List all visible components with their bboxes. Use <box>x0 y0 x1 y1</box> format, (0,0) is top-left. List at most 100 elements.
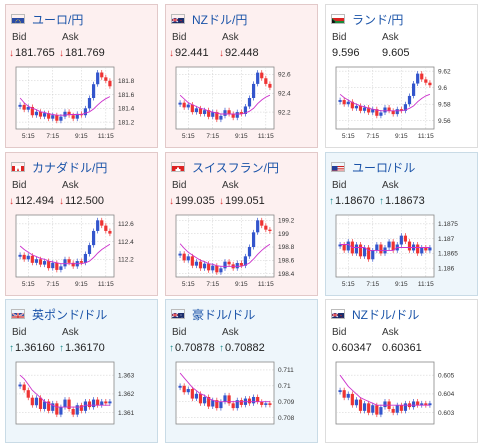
candle-body <box>346 393 350 398</box>
candle-body <box>247 98 252 107</box>
rate-card-audusd[interactable]: 豪ドル/ドル Bid Ask ↑0.70878 ↑0.70882 0.711 0.71 0.7… <box>165 299 318 443</box>
candle-body <box>186 256 190 261</box>
rate-card-gbpusd[interactable]: 英ポンド/ドル Bid Ask ↑1.36160 ↑1.36170 1.363 1.362 1… <box>5 299 158 443</box>
mini-chart[interactable]: 9.62 9.6 9.58 9.56 5:15 7:15 9:15 11:15 <box>334 65 469 143</box>
candle-body <box>186 104 190 108</box>
candle-body <box>428 403 432 406</box>
candle-body <box>354 105 359 109</box>
currency-pair-title[interactable]: 英ポンド/ドル <box>11 306 107 322</box>
candle-body <box>198 261 203 269</box>
mini-chart[interactable]: 112.6 112.4 112.2 5:15 7:15 9:15 11:15 <box>14 213 149 291</box>
x-tick-label: 9:15 <box>395 133 408 140</box>
y-tick-label: 199.2 <box>278 218 295 225</box>
rate-card-eurusd[interactable]: ユーロ/ドル Bid Ask ↑1.18670 ↑1.18673 1.1875 1.187 1… <box>325 152 478 296</box>
candle-body <box>346 241 350 251</box>
candle-body <box>424 79 428 83</box>
candle-body <box>55 262 59 270</box>
candle-body <box>367 403 371 413</box>
candle-body <box>100 401 104 406</box>
candle-body <box>428 82 432 86</box>
rate-card-eurjpy[interactable]: ユーロ/円 Bid Ask ↓181.765 ↓181.769 181.8 181.6 181… <box>5 4 158 148</box>
currency-pair-title[interactable]: カナダドル/円 <box>11 159 107 175</box>
currency-pair-title[interactable]: ユーロ/ドル <box>331 159 415 175</box>
bid-label: Bid <box>172 180 187 191</box>
candle-body <box>375 109 379 116</box>
bid-price: 9.596 <box>332 47 360 59</box>
candle-body <box>186 389 190 393</box>
candle-body <box>231 403 235 409</box>
x-tick-label: 11:15 <box>258 133 274 140</box>
mini-chart[interactable]: 0.711 0.71 0.709 0.708 <box>174 360 309 438</box>
candle-body <box>235 112 239 118</box>
candle-body <box>371 250 375 260</box>
candle-body <box>71 262 75 267</box>
currency-pair-name[interactable]: スイスフラン/円 <box>192 160 279 175</box>
y-tick-label: 1.1875 <box>438 221 458 228</box>
candle-body <box>383 107 387 113</box>
ca-flag <box>11 162 25 172</box>
candle-body <box>215 265 219 273</box>
y-tick-label: 9.56 <box>438 118 451 125</box>
bid-label: Bid <box>332 180 347 191</box>
candle-body <box>399 235 403 245</box>
rate-card-nzdusd[interactable]: NZドル/ドル Bid Ask 0.60347 0.60361 0.605 0.604 0.6… <box>325 299 478 443</box>
candle-body <box>87 401 92 408</box>
candle-body <box>83 401 88 411</box>
moving-average-line <box>339 93 431 112</box>
candle-body <box>362 107 367 111</box>
candle-body <box>34 397 39 406</box>
ch-flag <box>171 162 185 172</box>
currency-pair-title[interactable]: ユーロ/円 <box>11 11 83 27</box>
currency-pair-title[interactable]: ランド/円 <box>331 11 403 27</box>
currency-pair-name[interactable]: NZドル/ドル <box>352 307 420 322</box>
rate-card-chfjpy[interactable]: スイスフラン/円 Bid Ask ↓199.035 ↓199.051 199.2 199 19… <box>165 152 318 296</box>
mini-chart[interactable]: 1.1875 1.187 1.1865 1.186 5:15 7:15 9:15 11:15 <box>334 213 469 291</box>
bid-price: 1.18670 <box>335 195 375 207</box>
currency-pair-name[interactable]: ランド/円 <box>352 12 404 27</box>
currency-pair-name[interactable]: 英ポンド/ドル <box>32 307 108 322</box>
currency-pair-name[interactable]: ユーロ/円 <box>32 12 84 27</box>
candle-body <box>22 254 26 260</box>
candle-body <box>420 403 424 406</box>
arrow-down-icon: ↓ <box>59 196 64 207</box>
arrow-down-icon: ↓ <box>9 196 14 207</box>
candle-body <box>100 72 104 78</box>
currency-pair-title[interactable]: NZドル/ドル <box>331 306 419 322</box>
currency-pair-name[interactable]: ユーロ/ドル <box>352 160 416 175</box>
candle-body <box>403 235 408 242</box>
currency-pair-name[interactable]: 豪ドル/ドル <box>192 307 256 322</box>
currency-pair-name[interactable]: NZドル/円 <box>192 12 248 27</box>
arrow-up-icon: ↑ <box>219 343 224 354</box>
candle-body <box>395 109 399 115</box>
candle-body <box>75 113 79 119</box>
bid-price: 92.441 <box>175 47 209 59</box>
currency-pair-title[interactable]: 豪ドル/ドル <box>171 306 255 322</box>
rate-card-nzdjpy[interactable]: NZドル/円 Bid Ask ↓92.441 ↓92.448 92.6 92.4 92.2 5:… <box>165 4 318 148</box>
x-tick-label: 5:15 <box>22 281 35 288</box>
mini-chart[interactable]: 199.2 199 198.8 198.6 198.4 5:15 7:15 9:15 11:15 <box>174 213 309 291</box>
bid-label: Bid <box>332 32 347 43</box>
mini-chart[interactable]: 1.363 1.362 1.361 <box>14 360 149 438</box>
candle-body <box>424 403 428 406</box>
moving-average-line <box>19 243 111 265</box>
candle-body <box>338 244 342 247</box>
candle-body <box>247 398 252 404</box>
currency-pair-title[interactable]: スイスフラン/円 <box>171 159 279 175</box>
candle-body <box>26 390 30 398</box>
arrow-up-icon: ↑ <box>59 343 64 354</box>
candle-body <box>108 401 112 404</box>
ask-value: ↑1.18673 <box>379 195 425 207</box>
mini-chart[interactable]: 181.8 181.6 181.4 181.2 5:15 7:15 9:15 11:15 <box>14 65 149 143</box>
currency-pair-name[interactable]: カナダドル/円 <box>32 160 108 175</box>
rate-card-zarjpy[interactable]: ランド/円 Bid Ask 9.596 9.605 9.62 9.6 9.58 9.56 5:15… <box>325 4 478 148</box>
candle-body <box>362 403 367 411</box>
mini-chart[interactable]: 0.605 0.604 0.603 <box>334 360 469 438</box>
currency-pair-title[interactable]: NZドル/円 <box>171 11 247 27</box>
rate-card-cadjpy[interactable]: カナダドル/円 Bid Ask ↓112.494 ↓112.500 112.6 112.4 1… <box>5 152 158 296</box>
y-tick-label: 92.2 <box>278 109 291 116</box>
candle-body <box>338 100 342 102</box>
ask-label: Ask <box>62 180 79 191</box>
ask-label: Ask <box>382 180 399 191</box>
candle-body <box>211 112 215 117</box>
mini-chart[interactable]: 92.6 92.4 92.2 5:15 7:15 9:15 11:15 <box>174 65 309 143</box>
